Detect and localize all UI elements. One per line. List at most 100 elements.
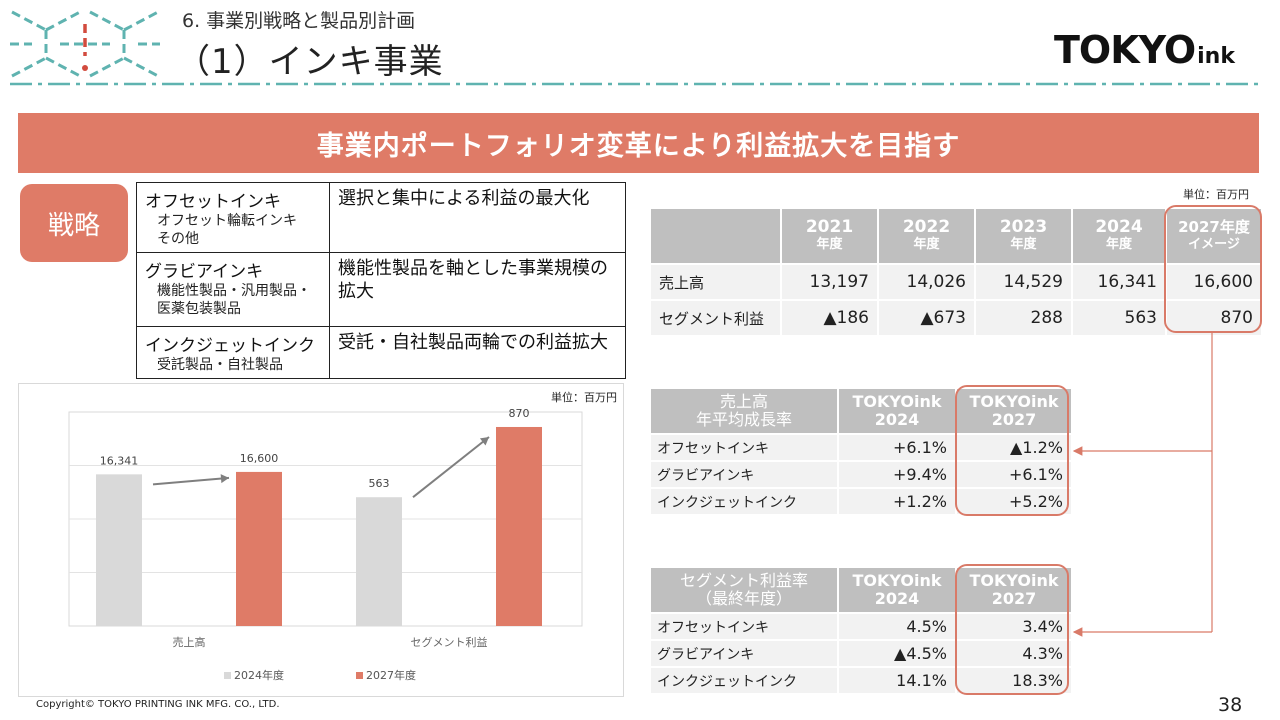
header-cell: 2027年度 イメージ [1165, 207, 1263, 265]
table-row: セグメント利益 ▲186 ▲673 288 563 870 [649, 299, 1263, 337]
legend-swatch [356, 672, 363, 679]
table-header-row: 売上高 年平均成長率 TOKYOink 2024 TOKYOink 2027 [649, 387, 1073, 435]
decorative-pattern-icon [10, 10, 160, 78]
table-cell: 4.5% [837, 612, 957, 641]
performance-table: 2021 年度 2022 年度 2023 年度 2024 年度 2027年度 イメージ 売… [649, 207, 1263, 337]
table-cell: 288 [974, 299, 1073, 337]
bar-2027年度-セグメント利益 [496, 426, 542, 626]
header-sub: 年度 [816, 237, 843, 252]
table-cell: 870 [1165, 299, 1263, 337]
table-caption-cell: 売上高 年平均成長率 [649, 387, 839, 435]
legend-swatch [224, 672, 231, 679]
table-row: グラビアインキ +9.4% +6.1% [649, 460, 1073, 489]
header-cell: TOKYOink 2024 [837, 566, 957, 614]
category-name: インクジェットインク [145, 336, 315, 356]
row-label: セグメント利益 [649, 299, 782, 337]
header-divider [10, 82, 1260, 86]
strategy-text: 受託・自社製品両輪での利益拡大 [338, 332, 608, 353]
row-label: オフセットインキ [649, 612, 839, 641]
category-sub: その他 [157, 231, 199, 247]
category-sub: 医薬包装製品 [157, 301, 241, 317]
trend-arrow-head [220, 474, 229, 484]
table-caption-cell: セグメント利益率 （最終年度） [649, 566, 839, 614]
strategy-row: インクジェットインク 受託製品・自社製品 受託・自社製品両輪での利益拡大 [136, 326, 626, 379]
table-cell: ▲186 [780, 299, 879, 337]
header-cell: 2024 年度 [1071, 207, 1167, 265]
bar-2027年度-売上高 [236, 471, 282, 626]
table-row: 売上高 13,197 14,026 14,529 16,341 16,600 [649, 263, 1263, 301]
brand-logo-sub: ink [1197, 44, 1235, 69]
header-year: 2024 [1095, 217, 1143, 237]
header-year: 2027年度 [1178, 218, 1250, 236]
table-cell: ▲4.5% [837, 639, 957, 668]
section-title: 6. 事業別戦略と製品別計画 [182, 10, 416, 32]
caption-line: （最終年度） [695, 589, 792, 608]
category-sub: オフセット輪転インキ [157, 213, 297, 229]
header-line: 2027 [991, 410, 1037, 429]
highlight-growth-2027 [955, 385, 1069, 516]
legend-label: 2027年度 [366, 668, 416, 682]
header-cell: TOKYOink 2027 [955, 387, 1073, 435]
highlight-margin-2027 [955, 564, 1069, 695]
bar-chart: 単位：百万円 16,341 16,600 売上高 563 870 セグメント利益 2024年… [18, 383, 624, 697]
table-cell: +1.2% [837, 487, 957, 516]
data-label: 16,600 [240, 452, 279, 465]
caption-line: セグメント利益率 [679, 571, 808, 590]
header-year: 2023 [999, 217, 1048, 237]
header-cell: TOKYOink 2024 [837, 387, 957, 435]
table-cell: 4.3% [955, 639, 1073, 668]
header-cell: TOKYOink 2027 [955, 566, 1073, 614]
table-cell: 16,341 [1071, 263, 1167, 301]
strategy-text-cell: 選択と集中による利益の最大化 [329, 182, 626, 253]
strategy-text: 機能性製品を軸とした事業規模の拡大 [338, 258, 608, 302]
brand-logo: TOKYO ink [1054, 28, 1235, 72]
table-cell: ▲1.2% [955, 433, 1073, 462]
strategy-text-cell: 機能性製品を軸とした事業規模の拡大 [329, 252, 626, 327]
strategy-badge: 戦略 [20, 184, 128, 262]
header-line: 2024 [874, 589, 920, 608]
category-name: グラビアインキ [145, 262, 264, 282]
data-label: 870 [509, 407, 530, 420]
segment-margin-table: セグメント利益率 （最終年度） TOKYOink 2024 TOKYOink 2027… [649, 566, 1073, 695]
chart-unit-label: 単位：百万円 [551, 391, 617, 404]
row-label: オフセットインキ [649, 433, 839, 462]
row-label: インクジェットインク [649, 487, 839, 516]
header-sub: 年度 [913, 237, 940, 252]
header-sub: 年度 [1105, 237, 1132, 252]
header-cell: 2023 年度 [974, 207, 1073, 265]
header-line: TOKYOink [969, 571, 1059, 590]
data-label: 16,341 [100, 454, 139, 467]
category-sub: 受託製品・自社製品 [157, 357, 283, 373]
table-cell: 18.3% [955, 666, 1073, 695]
row-label: グラビアインキ [649, 460, 839, 489]
table-header-row: 2021 年度 2022 年度 2023 年度 2024 年度 2027年度 イメージ [649, 207, 1263, 265]
legend-label: 2024年度 [234, 668, 284, 682]
caption-line: 年平均成長率 [695, 410, 792, 429]
highlight-2027-column [1164, 205, 1262, 333]
table-cell: 563 [1071, 299, 1167, 337]
trend-arrow-head [479, 436, 489, 446]
header-sub: イメージ [1188, 237, 1240, 252]
strategy-category-cell: グラビアインキ 機能性製品・汎用製品・ 医薬包装製品 [136, 252, 330, 327]
table-cell: 13,197 [780, 263, 879, 301]
category-name: オフセットインキ [145, 192, 281, 212]
copyright-text: Copyright© TOKYO PRINTING INK MFG. CO., … [36, 699, 280, 710]
table-cell: 14.1% [837, 666, 957, 695]
header-line: TOKYOink [852, 392, 942, 411]
table-row: インクジェットインク +1.2% +5.2% [649, 487, 1073, 516]
table-cell: +6.1% [955, 460, 1073, 489]
header-line: 2024 [874, 410, 920, 429]
bar-2024年度-セグメント利益 [356, 497, 402, 626]
table-cell: 14,026 [877, 263, 976, 301]
strategy-row: グラビアインキ 機能性製品・汎用製品・ 医薬包装製品 機能性製品を軸とした事業規… [136, 252, 626, 327]
row-label: 売上高 [649, 263, 782, 301]
header-cell: 2022 年度 [877, 207, 976, 265]
header-year: 2022 [902, 217, 951, 237]
strategy-text-cell: 受託・自社製品両輪での利益拡大 [329, 326, 626, 379]
bar-2024年度-売上高 [96, 474, 142, 626]
table-unit-label: 単位：百万円 [1183, 188, 1249, 201]
growth-rate-table: 売上高 年平均成長率 TOKYOink 2024 TOKYOink 2027 オフセッ… [649, 387, 1073, 516]
table-cell: +6.1% [837, 433, 957, 462]
table-cell: +5.2% [955, 487, 1073, 516]
page-number: 38 [1218, 694, 1243, 716]
